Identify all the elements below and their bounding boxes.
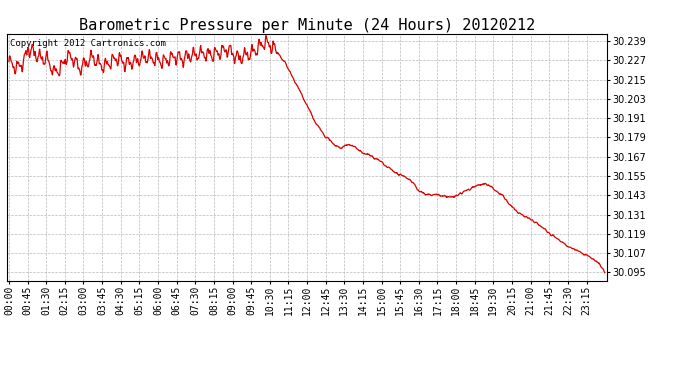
Text: Copyright 2012 Cartronics.com: Copyright 2012 Cartronics.com: [10, 39, 166, 48]
Title: Barometric Pressure per Minute (24 Hours) 20120212: Barometric Pressure per Minute (24 Hours…: [79, 18, 535, 33]
